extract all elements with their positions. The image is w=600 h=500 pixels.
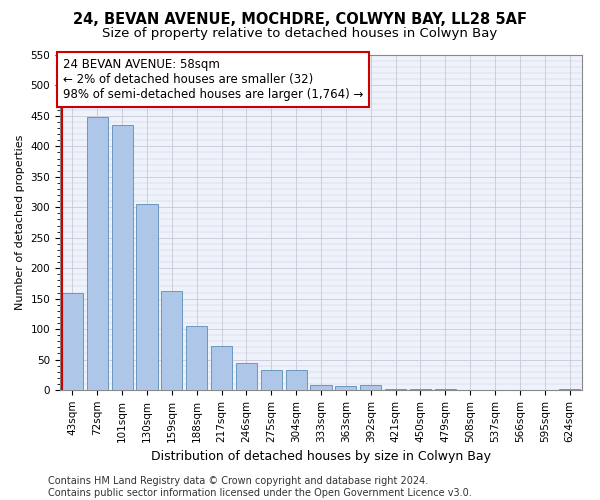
Bar xyxy=(87,117,108,390)
Bar xyxy=(161,290,182,390)
Text: 24, BEVAN AVENUE, MOCHDRE, COLWYN BAY, LL28 5AF: 24, BEVAN AVENUE, MOCHDRE, COLWYN BAY, L… xyxy=(73,12,527,28)
Bar xyxy=(186,326,207,390)
Bar xyxy=(62,292,83,390)
Text: Size of property relative to detached houses in Colwyn Bay: Size of property relative to detached ho… xyxy=(103,28,497,40)
Bar xyxy=(136,204,158,390)
Y-axis label: Number of detached properties: Number of detached properties xyxy=(15,135,25,310)
Bar xyxy=(211,346,232,390)
Text: Contains HM Land Registry data © Crown copyright and database right 2024.
Contai: Contains HM Land Registry data © Crown c… xyxy=(48,476,472,498)
Bar xyxy=(112,125,133,390)
Bar xyxy=(310,385,332,390)
Bar xyxy=(335,386,356,390)
Bar xyxy=(360,385,381,390)
Bar xyxy=(385,389,406,390)
Bar xyxy=(236,363,257,390)
Text: 24 BEVAN AVENUE: 58sqm
← 2% of detached houses are smaller (32)
98% of semi-deta: 24 BEVAN AVENUE: 58sqm ← 2% of detached … xyxy=(62,58,363,102)
Bar xyxy=(261,370,282,390)
Bar xyxy=(286,370,307,390)
X-axis label: Distribution of detached houses by size in Colwyn Bay: Distribution of detached houses by size … xyxy=(151,450,491,463)
